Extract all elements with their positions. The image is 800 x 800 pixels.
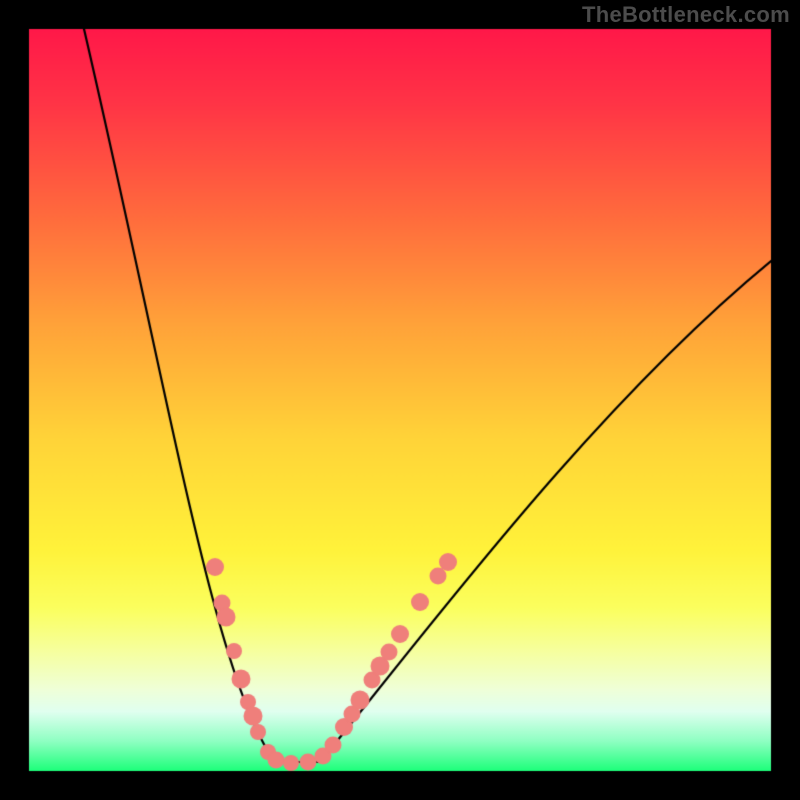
chart-stage: { "watermark": "TheBottleneck.com", "can… bbox=[0, 0, 800, 800]
bottleneck-chart-canvas bbox=[0, 0, 800, 800]
watermark-text: TheBottleneck.com bbox=[582, 2, 790, 28]
